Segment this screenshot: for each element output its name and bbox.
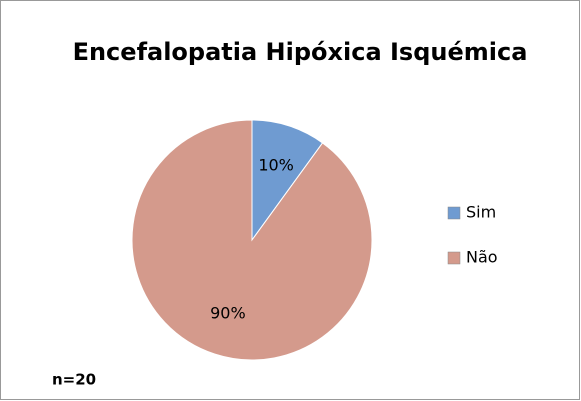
pie-slice [251,119,324,242]
legend-label: Sim [466,203,496,222]
data-label: 90% [210,304,246,323]
chart-title: Encefalopatia Hipóxica Isquémica [73,38,528,66]
legend-swatch [447,251,461,265]
annotation: n=20 [52,371,96,389]
legend-swatch [447,206,461,220]
data-label: 10% [258,155,294,174]
pie-slice [131,119,373,361]
legend-label: Não [466,248,498,267]
